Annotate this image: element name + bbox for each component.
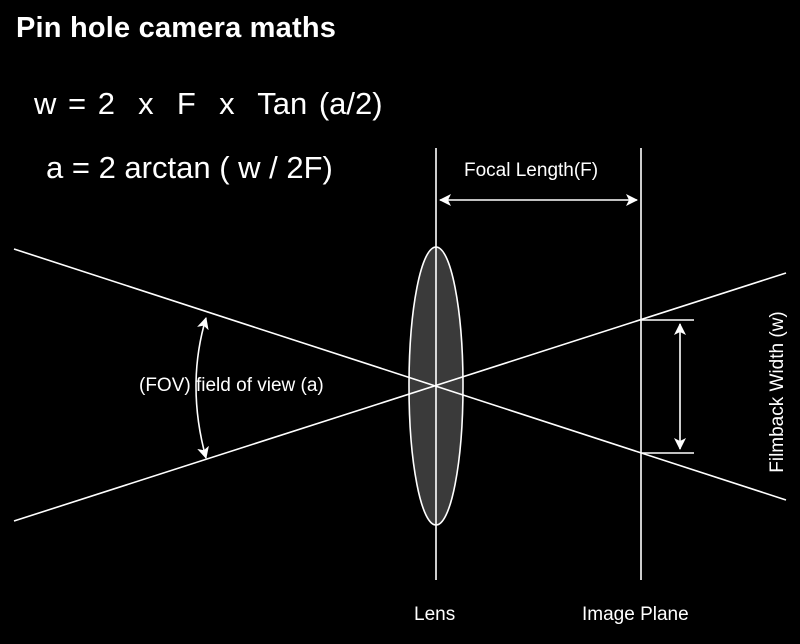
width-formula: w = 2 x F x Tan (a/2) xyxy=(34,86,383,121)
ray-line-ascending xyxy=(13,272,787,522)
lens-label: Lens xyxy=(414,604,456,625)
fov-label: (FOV) field of view (a) xyxy=(139,375,324,396)
focal-length-label: Focal Length(F) xyxy=(464,160,599,181)
fov-arc-arrow xyxy=(195,317,209,459)
image-plane-label: Image Plane xyxy=(582,604,689,625)
ray-line-descending xyxy=(13,248,787,501)
page-title: Pin hole camera maths xyxy=(16,12,337,44)
filmback-width-label: Filmback Width (w) xyxy=(767,311,788,473)
angle-formula: a = 2 arctan ( w / 2F) xyxy=(46,150,333,185)
